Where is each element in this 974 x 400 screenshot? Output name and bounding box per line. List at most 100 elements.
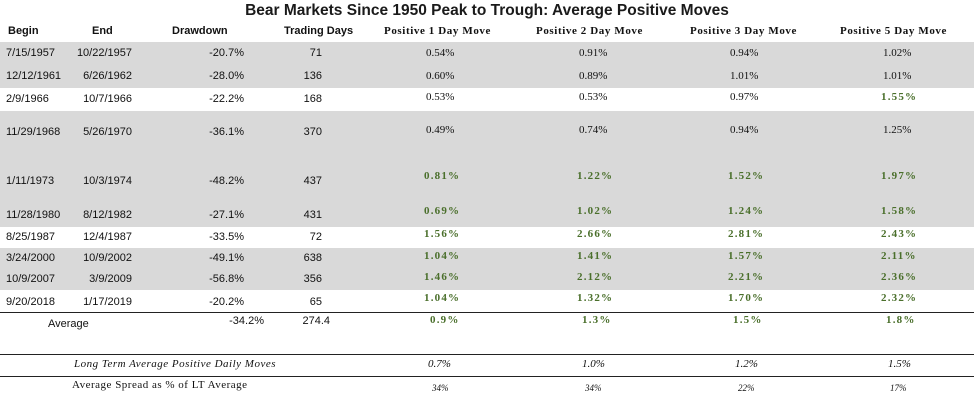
cell-begin: 11/28/1980 <box>6 209 61 221</box>
cell-m3: 2.21% <box>728 271 765 283</box>
cell-days: 431 <box>303 209 322 221</box>
cell-drawdown: -36.1% <box>209 126 244 138</box>
cell-m3: 1.70% <box>728 292 765 304</box>
table-title: Bear Markets Since 1950 Peak to Trough: … <box>245 2 729 19</box>
header-positive-2-day: Positive 2 Day Move <box>536 25 644 37</box>
header-positive-3-day: Positive 3 Day Move <box>690 25 798 37</box>
cell-begin: 10/9/2007 <box>6 273 55 285</box>
cell-m3: 0.94% <box>730 124 759 136</box>
table-row: 1/11/1973 10/3/1974 -48.2% 437 0.81% 1.2… <box>0 158 974 202</box>
cell-m1: 0.60% <box>426 70 455 82</box>
cell-m3: 0.97% <box>730 91 759 103</box>
cell-m5: 1.02% <box>883 47 912 59</box>
cell-days: 65 <box>309 296 322 308</box>
cell-end: 5/26/1970 <box>83 126 132 138</box>
long-term-row: Long Term Average Positive Daily Moves 0… <box>0 354 974 376</box>
cell-m5: 2.43% <box>881 228 918 240</box>
cell-m5: 1.01% <box>883 70 912 82</box>
cell-m1: 1.46% <box>424 271 461 283</box>
cell-days: 71 <box>309 47 322 59</box>
cell-end: 10/9/2002 <box>83 252 132 264</box>
header-trading-days: Trading Days <box>284 25 354 37</box>
cell-end: 12/4/1987 <box>83 231 132 243</box>
cell-begin: 12/12/1961 <box>6 70 62 82</box>
band-1957-1961 <box>0 42 974 88</box>
cell-m5: 2.32% <box>881 292 918 304</box>
cell-begin: 1/11/1973 <box>6 175 55 187</box>
average-m1: 0.9% <box>430 314 460 326</box>
cell-m2: 1.02% <box>577 205 614 217</box>
table-row: 2/9/1966 10/7/1966 -22.2% 168 0.53% 0.53… <box>0 88 974 110</box>
cell-m5: 1.97% <box>881 170 918 182</box>
average-m2: 1.3% <box>582 314 612 326</box>
cell-begin: 3/24/2000 <box>6 252 55 264</box>
cell-days: 356 <box>303 273 322 285</box>
cell-m1: 1.56% <box>424 228 461 240</box>
cell-end: 1/17/2019 <box>83 296 132 308</box>
cell-m1: 0.81% <box>424 170 461 182</box>
cell-m1: 0.54% <box>426 47 455 59</box>
average-m5: 1.8% <box>886 314 916 326</box>
cell-m5: 2.11% <box>881 250 917 262</box>
cell-days: 638 <box>303 252 322 264</box>
cell-drawdown: -49.1% <box>209 252 244 264</box>
cell-m1: 0.49% <box>426 124 455 136</box>
cell-m2: 1.22% <box>577 170 614 182</box>
cell-end: 10/22/1957 <box>76 47 132 59</box>
long-term-divider <box>0 354 974 355</box>
header-begin: Begin <box>8 25 39 37</box>
cell-end: 3/9/2009 <box>89 273 132 285</box>
cell-drawdown: -20.2% <box>209 296 244 308</box>
long-term-label: Long Term Average Positive Daily Moves <box>74 358 277 370</box>
cell-m1: 0.69% <box>424 205 461 217</box>
table-row: 12/12/1961 6/26/1962 -28.0% 136 0.60% 0.… <box>0 65 974 87</box>
cell-m2: 0.89% <box>579 70 608 82</box>
cell-m2: 1.41% <box>577 250 614 262</box>
cell-m3: 1.01% <box>730 70 759 82</box>
cell-end: 10/7/1966 <box>83 93 132 105</box>
cell-drawdown: -22.2% <box>209 93 244 105</box>
cell-m2: 1.32% <box>577 292 614 304</box>
cell-begin: 7/15/1957 <box>6 47 55 59</box>
cell-m5: 2.36% <box>881 271 918 283</box>
cell-m2: 2.66% <box>577 228 614 240</box>
long-term-m2: 1.0% <box>582 358 605 370</box>
cell-drawdown: -56.8% <box>209 273 244 285</box>
cell-days: 72 <box>309 231 322 243</box>
header-positive-5-day: Positive 5 Day Move <box>840 25 948 37</box>
cell-m2: 0.53% <box>579 91 608 103</box>
long-term-m3: 1.2% <box>735 358 758 370</box>
cell-m5: 1.58% <box>881 205 918 217</box>
header-positive-1-day: Positive 1 Day Move <box>384 25 492 37</box>
cell-end: 6/26/1962 <box>83 70 132 82</box>
table-row: 9/20/2018 1/17/2019 -20.2% 65 1.04% 1.32… <box>0 290 974 312</box>
average-divider <box>0 312 974 313</box>
cell-days: 437 <box>303 175 322 187</box>
table-row: 3/24/2000 10/9/2002 -49.1% 638 1.04% 1.4… <box>0 248 974 269</box>
spread-m3: 22% <box>738 383 755 393</box>
long-term-m1: 0.7% <box>428 358 451 370</box>
band-1968-1980 <box>0 111 974 227</box>
cell-m5: 1.25% <box>883 124 912 136</box>
spread-m2: 34% <box>585 383 602 393</box>
cell-m3: 1.57% <box>728 250 765 262</box>
table-row: 11/28/1980 8/12/1982 -27.1% 431 0.69% 1.… <box>0 203 974 227</box>
cell-m1: 0.53% <box>426 91 455 103</box>
long-term-m5: 1.5% <box>888 358 911 370</box>
cell-end: 10/3/1974 <box>83 175 132 187</box>
spread-divider <box>0 376 974 377</box>
cell-days: 370 <box>303 126 322 138</box>
cell-m1: 1.04% <box>424 292 461 304</box>
spread-label: Average Spread as % of LT Average <box>72 379 248 391</box>
average-drawdown: -34.2% <box>229 315 264 327</box>
cell-m3: 0.94% <box>730 47 759 59</box>
cell-m2: 0.74% <box>579 124 608 136</box>
table-row: 7/15/1957 10/22/1957 -20.7% 71 0.54% 0.9… <box>0 42 974 64</box>
cell-m1: 1.04% <box>424 250 461 262</box>
cell-m2: 0.91% <box>579 47 608 59</box>
header-drawdown: Drawdown <box>172 25 228 37</box>
spread-m5: 17% <box>890 383 907 393</box>
cell-end: 8/12/1982 <box>83 209 132 221</box>
cell-m3: 2.81% <box>728 228 765 240</box>
cell-m2: 2.12% <box>577 271 614 283</box>
